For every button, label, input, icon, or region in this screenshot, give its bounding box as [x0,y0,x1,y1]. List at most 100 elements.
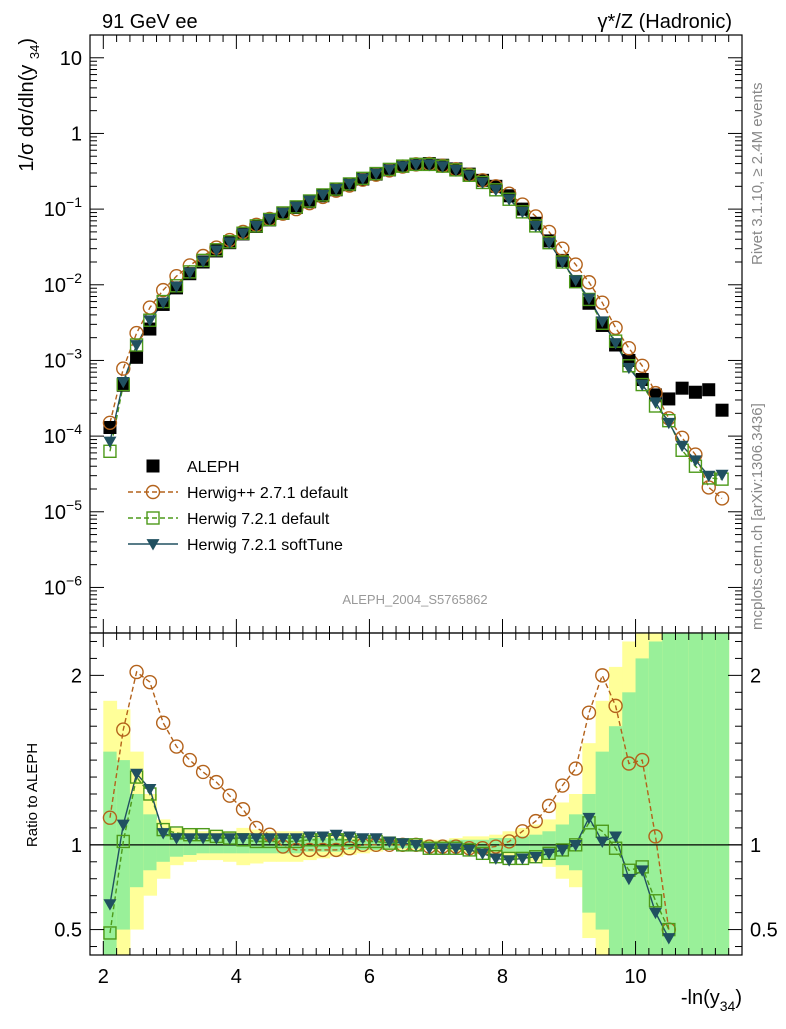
herwig-2-7-1-default-ratio-point [169,739,184,754]
herwig-7-2-1-softtune-ratio-point [289,833,303,845]
main-y-label-close: ) [16,38,38,45]
herwig-7-2-1-softtune-ratio-point [276,833,290,845]
herwig-2-7-1-default-ratio-point [142,674,158,690]
herwig-7-2-1-softtune-point [356,173,370,185]
herwig-7-2-1-softtune-point [715,469,729,482]
herwig-7-2-1-softtune-ratio-point [436,843,450,855]
herwig-7-2-1-softtune-ratio-point [569,839,583,852]
herwig-2-7-1-default-ratio-point [568,761,583,776]
stat-uncertainty-band [129,794,144,888]
herwig-7-2-1-softtune-point [649,397,663,409]
main-y-tick-label: 10−6 [44,572,82,599]
herwig-2-7-1-default-ratio-point [648,829,663,844]
herwig-7-2-1-softtune-point [276,207,290,220]
herwig-7-2-1-softtune-ratio-point [409,839,423,852]
aleph-point [103,420,117,434]
herwig-7-2-1-softtune-point [702,470,716,483]
herwig-7-2-1-softtune-point [183,267,197,280]
legend-label-herwig-7-2-1-default: Herwig 7.2.1 default [187,511,330,528]
herwig-2-7-1-default-point [116,361,131,376]
stat-uncertainty-band [143,814,158,871]
herwig-7-2-1-softtune-ratio-point [662,933,676,945]
legend-label-herwig-2-7-1-default: Herwig++ 2.7.1 default [187,485,349,502]
herwig-2-7-1-default-point [568,257,583,272]
herwig-7-2-1-softtune-point [209,245,223,257]
legend-label-herwig-7-2-1-softtune: Herwig 7.2.1 softTune [187,537,343,554]
tick-base: 10 [44,199,66,221]
herwig-7-2-1-softtune-point [316,189,330,202]
herwig-7-2-1-default-point [302,194,317,208]
herwig-7-2-1-softtune-ratio-point [249,833,263,845]
herwig-7-2-1-softtune-point [622,362,636,375]
herwig-7-2-1-softtune-ratio-point [356,833,370,845]
herwig-7-2-1-softtune-point [382,164,396,176]
herwig-7-2-1-softtune-ratio-point [515,853,529,865]
herwig-2-7-1-default-ratio-point [501,834,517,849]
herwig-7-2-1-softtune-ratio-point [329,829,343,842]
herwig-7-2-1-softtune-point [303,195,317,207]
herwig-2-7-1-default-ratio-point [155,715,171,731]
herwig-2-7-1-default-ratio-point [116,722,131,737]
ratio-series-group [102,664,677,945]
aleph-point [130,350,144,364]
header-right-label: γ*/Z (Hadronic) [598,11,732,33]
ratio-y-tick-label-right: 2 [750,665,761,687]
tick-exponent: −4 [66,421,82,437]
aleph-point [662,392,676,406]
stat-uncertainty-band [662,633,676,955]
stat-uncertainty-band [702,633,716,955]
rivet-label: Rivet 3.1.10, ≥ 2.4M events [749,83,766,266]
herwig-7-2-1-softtune-point [449,165,463,177]
tick-base: 10 [44,426,66,448]
x-label-close: ) [735,987,742,1009]
main-y-axis-label: 1/σ dσ/dln(y 34) [16,38,42,172]
ratio-axes: 2 4 6 8 10 0.5 0.5 1 1 2 2 [54,633,778,988]
herwig-7-2-1-softtune-ratio-point [529,851,543,864]
herwig-7-2-1-default-line [109,163,723,480]
herwig-7-2-1-softtune-point [103,436,117,448]
tick-base: 10 [44,502,66,524]
herwig-7-2-1-softtune-point [396,161,410,173]
stat-uncertainty-band [582,794,597,913]
x-label-base: -ln(y [681,987,720,1009]
tick-exponent: −3 [66,345,82,361]
herwig-7-2-1-default-ratio-point [116,834,130,849]
herwig-7-2-1-softtune-point [263,214,277,226]
herwig-7-2-1-softtune-ratio-point [422,843,436,855]
herwig-7-2-1-softtune-ratio-point [130,768,144,781]
herwig-7-2-1-softtune-ratio-point [342,831,356,843]
stat-uncertainty-band [688,633,703,955]
legend-marker-herwig-7-2-1-default [146,511,160,525]
herwig-7-2-1-softtune-point [569,275,583,287]
tick-exponent: −1 [66,194,82,210]
herwig-2-7-1-default-ratio-point [621,756,637,771]
main-y-tick-label: 10 [60,48,82,70]
main-y-tick-label: 1 [71,123,82,145]
tick-base: 10 [44,577,66,599]
herwig-2-7-1-default-ratio-point [488,839,504,854]
stat-uncertainty-band [675,633,690,955]
ratio-y-tick-label-left: 1 [71,835,82,857]
herwig-2-7-1-default-ratio-point [515,824,530,839]
ratio-y-axis-label: Ratio to ALEPH [24,743,41,847]
legend-label-aleph: ALEPH [187,459,239,476]
herwig-7-2-1-softtune-point [422,159,436,171]
aleph-point [688,385,702,399]
tick-exponent: −5 [66,497,82,513]
herwig-7-2-1-softtune-point [582,293,596,305]
herwig-7-2-1-softtune-point [409,159,423,171]
herwig-7-2-1-softtune-point [156,297,170,310]
herwig-7-2-1-softtune-point [249,221,263,233]
aleph-point [702,383,716,397]
herwig-7-2-1-softtune-point [609,338,623,350]
herwig-7-2-1-softtune-ratio-point [542,848,556,860]
herwig-2-7-1-default-ratio-point [608,698,623,714]
herwig-7-2-1-softtune-ratio-point [263,833,277,845]
herwig-7-2-1-softtune-ratio-point [449,843,463,855]
stat-uncertainty-band [715,633,730,955]
legend-marker-aleph [146,459,160,473]
aleph-point [675,381,689,395]
herwig-7-2-1-softtune-point [223,237,237,249]
